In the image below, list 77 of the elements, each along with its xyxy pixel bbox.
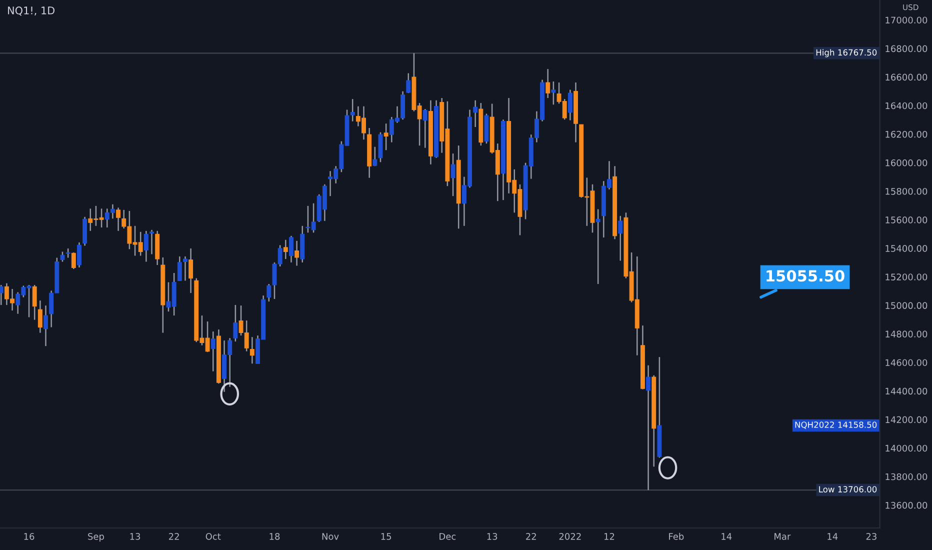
candlestick (350, 98, 355, 122)
y-tick-label: 14600.00 (886, 359, 928, 366)
x-tick-label: Mar (774, 533, 791, 540)
candlestick (0, 284, 4, 306)
y-tick-label: 15000.00 (886, 302, 928, 309)
ref-line-label: High 16767.50 (816, 49, 877, 58)
candlestick (378, 132, 383, 163)
y-tick-label: 16200.00 (886, 130, 928, 138)
candlestick (546, 68, 550, 99)
candlestick (250, 336, 254, 364)
y-tick-label: 16600.00 (886, 74, 928, 81)
candlestick (66, 248, 70, 258)
y-tick-label: 16800.00 (886, 45, 928, 52)
candlestick (618, 215, 623, 262)
x-tick-label: 23 (866, 533, 876, 540)
candlestick (551, 80, 556, 106)
candlestick (406, 72, 411, 94)
x-tick-label: 15 (381, 533, 392, 540)
y-tick-label: 15600.00 (886, 216, 928, 224)
y-tick-label: 16000.00 (886, 159, 928, 166)
x-tick-label: Feb (669, 532, 684, 540)
candlestick (188, 248, 194, 294)
y-tick-label: 15400.00 (886, 245, 928, 252)
candlestick (233, 304, 238, 342)
candlestick (283, 239, 288, 260)
candlestick (384, 122, 388, 151)
candlestick (144, 230, 148, 262)
y-tick-label: 15200.00 (886, 274, 928, 280)
y-tick-label: 14000.00 (886, 444, 928, 452)
candlestick (82, 216, 88, 246)
y-tick-label: 15800.00 (886, 188, 928, 195)
x-tick-label: 12 (604, 533, 614, 540)
annotation: 15055.50 (766, 270, 844, 282)
text: NQ1!, 1D (8, 6, 54, 16)
candlestick (450, 152, 456, 197)
candlestick (266, 283, 272, 302)
candlestick (60, 251, 65, 262)
y-tick-label: 14800.00 (886, 330, 928, 338)
x-tick-label: 13 (487, 533, 498, 540)
candlestick (150, 229, 154, 255)
candlestick (32, 284, 37, 320)
annotation: NQH2022 14158.50 (795, 422, 877, 429)
x-tick-label: 13 (130, 533, 140, 540)
candlestick (646, 364, 651, 491)
candlestick (422, 108, 428, 148)
y-tick-label: 17000.00 (886, 16, 928, 24)
candlestick (596, 208, 600, 285)
x-tick-label: 18 (270, 533, 280, 540)
candlestick (177, 256, 182, 282)
y-tick-label: 14200.00 (886, 416, 928, 424)
y-tick-label: 14400.00 (886, 388, 928, 395)
y-tick-label: 16400.00 (886, 102, 928, 110)
ref-line-label: Low 13706.00 (819, 486, 877, 492)
x-tick-label: 22 (526, 533, 536, 540)
x-tick-label: 2022 (559, 533, 581, 540)
x-tick-label: Dec (440, 533, 456, 540)
x-tick-label: 14 (828, 533, 838, 540)
candlestick (76, 242, 82, 268)
candlestick (372, 146, 378, 167)
candlestick (294, 240, 300, 266)
x-tick-label: Nov (322, 533, 339, 540)
candlestick (568, 89, 572, 121)
candlestick (116, 207, 121, 232)
candlestick (473, 100, 478, 128)
candlestick (210, 330, 216, 372)
candlestick (38, 300, 42, 334)
candlestick (288, 235, 294, 264)
x-tick-label: 16 (24, 533, 34, 540)
candlestick (44, 304, 48, 347)
y-tick-label: 13800.00 (886, 473, 928, 480)
x-tick-label: Sep (88, 533, 104, 542)
x-tick-label: 14 (722, 533, 732, 540)
y-tick-label: 13600.00 (886, 502, 928, 509)
candlestick (71, 252, 76, 270)
candlestick (182, 256, 188, 282)
x-tick-label: Oct (206, 533, 221, 540)
x-tick-label: 22 (168, 533, 179, 540)
